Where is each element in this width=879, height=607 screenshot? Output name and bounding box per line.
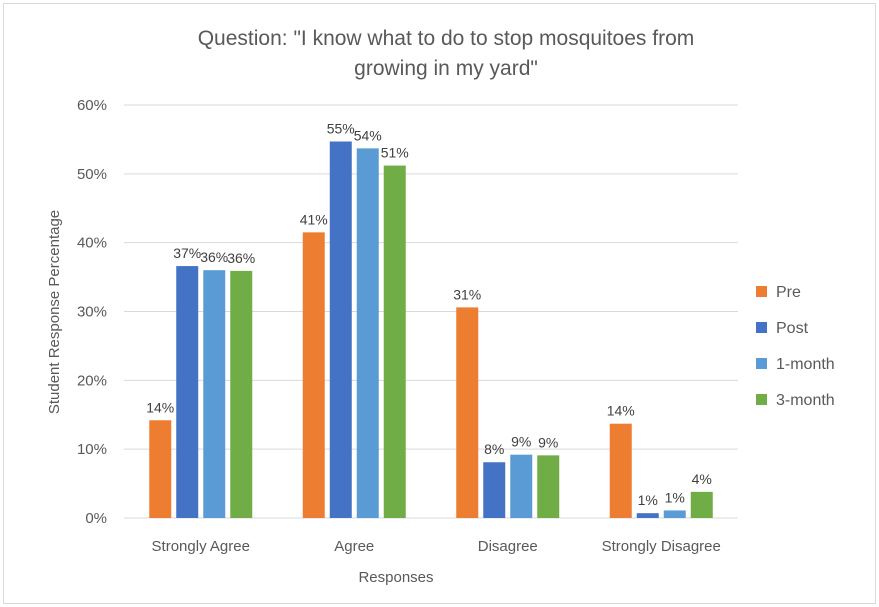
chart-title: Question: "I know what to do to stop mos… [198,27,695,80]
y-tick-label: 40% [77,235,107,252]
y-tick-label: 20% [77,372,107,389]
legend-entry: 1-month [776,356,835,373]
bar [663,510,686,518]
data-label: 9% [511,434,531,450]
data-label: 14% [607,403,635,419]
legend-swatch [756,286,767,297]
legend-swatch [756,358,767,369]
data-label: 36% [200,249,228,265]
chart-frame [3,3,876,604]
data-label: 31% [453,286,481,302]
data-label: 4% [692,471,712,487]
bar [510,454,533,518]
data-label: 14% [146,399,174,415]
legend-entry: 3-month [776,392,835,409]
bar [329,141,352,518]
bar [230,270,253,518]
x-axis-title: Responses [358,569,433,586]
data-labels: 14%37%36%36%41%55%54%51%31%8% 9% 9%14%1% 1%… [146,120,712,508]
bar [690,491,713,518]
bar [456,307,479,518]
legend: Pre Post 1-month 3-month [756,284,835,409]
data-label: 1% [638,492,658,508]
bars [149,141,713,519]
y-axis-title: Student Response Percentage [46,210,63,414]
x-tick-label: Strongly Agree [152,538,250,555]
legend-entry: Post [776,320,809,337]
data-label: 41% [300,211,328,227]
x-axis-ticks: Strongly Agree Agree Disagree Strongly Disa… [152,538,721,555]
data-label: 54% [354,127,382,143]
y-tick-label: 50% [77,166,107,183]
bar [483,462,506,518]
bar [356,148,379,519]
data-label: 37% [173,245,201,261]
x-tick-label: Disagree [478,538,538,555]
x-tick-label: Strongly Disagree [602,538,721,555]
bar [383,165,406,518]
bar [609,423,632,518]
x-tick-label: Agree [334,538,374,555]
y-tick-label: 30% [77,304,107,321]
legend-entry: Pre [776,284,801,301]
bar [149,420,172,518]
data-label: 1% [665,489,685,505]
bar [636,513,659,518]
legend-swatch [756,394,767,405]
bar [302,232,325,518]
bar [203,270,226,518]
y-tick-label: 0% [85,510,107,527]
data-label: 36% [227,250,255,266]
y-axis-ticks: 0% 10% 20% 30% 40% 50% 60% [77,97,107,527]
bar [176,266,199,518]
bar [537,455,560,518]
y-tick-label: 10% [77,441,107,458]
data-label: 55% [327,120,355,136]
data-label: 51% [381,145,409,161]
gridlines [124,104,738,519]
y-tick-label: 60% [77,97,107,114]
data-label: 9% [538,434,558,450]
data-label: 8% [484,441,504,457]
legend-swatch [756,322,767,333]
chart-title-line-2: growing in my yard" [354,57,538,80]
chart-title-line-1: Question: "I know what to do to stop mos… [198,27,695,50]
